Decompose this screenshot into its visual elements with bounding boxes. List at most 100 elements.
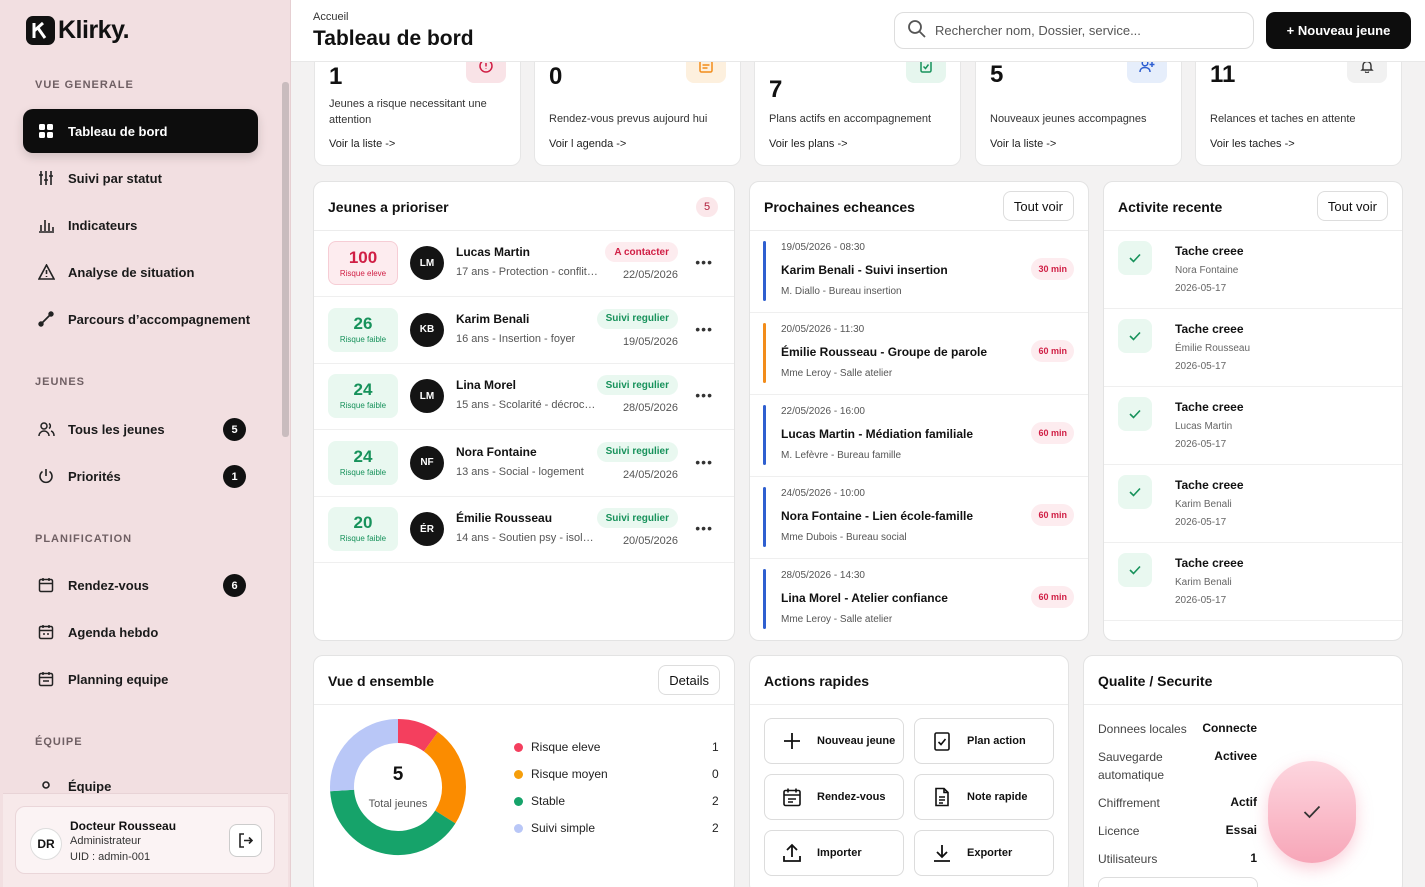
section-vue-generale: VUE GENERALE xyxy=(35,79,134,91)
activity-date: 2026-05-17 xyxy=(1175,283,1227,294)
sidebar-item-equipe[interactable]: Équipe xyxy=(23,766,258,796)
deadline-color-bar xyxy=(763,405,766,465)
more-options-icon[interactable]: ••• xyxy=(695,520,713,536)
activity-title: Tache creee xyxy=(1175,478,1244,492)
more-options-icon[interactable]: ••• xyxy=(695,320,713,337)
status-badge: Suivi regulier xyxy=(596,441,678,462)
note-rapide-button[interactable]: Note rapide xyxy=(914,774,1054,820)
tout-voir-button[interactable]: Tout voir xyxy=(1316,191,1388,221)
action-label: Note rapide xyxy=(967,791,1028,803)
jeune-info: 14 ans - Soutien psy - isolement xyxy=(456,532,598,544)
quality-label: Sauvegarde automatique xyxy=(1098,750,1165,782)
risk-score-value: 24 xyxy=(353,380,373,399)
status-badge: Suivi regulier xyxy=(596,508,678,528)
activity-row[interactable]: Tache creee Karim Benali 2026-05-17 xyxy=(1104,465,1402,543)
check-icon xyxy=(1118,319,1152,353)
exporter-button[interactable]: Exporter xyxy=(914,830,1054,876)
jeune-name[interactable]: Lucas Martin xyxy=(456,245,531,259)
search-placeholder: Rechercher nom, Dossier, service... xyxy=(935,23,1141,38)
sidebar-scrollbar[interactable] xyxy=(282,82,289,437)
priority-row[interactable]: 20 Risque faible ÉR Émilie Rousseau 14 a… xyxy=(314,497,734,563)
top-header: Accueil Tableau de bord Rechercher nom, … xyxy=(291,0,1425,62)
sidebar-item-planning-equipe[interactable]: Planning equipe xyxy=(23,657,258,701)
stat-link[interactable]: Voir la liste -> xyxy=(329,138,396,150)
check-icon xyxy=(1118,553,1152,587)
quality-label: Utilisateurs xyxy=(1098,852,1158,866)
risk-score: 24 Risque faible xyxy=(328,374,398,418)
search-input[interactable]: Rechercher nom, Dossier, service... xyxy=(894,12,1254,49)
stat-value: 7 xyxy=(769,76,783,103)
bar-chart-icon xyxy=(37,216,55,234)
more-options-icon[interactable]: ••• xyxy=(695,254,713,270)
user-card-inner: DR Docteur Rousseau Administrateur UID :… xyxy=(15,806,275,874)
deadline-color-bar xyxy=(763,323,766,383)
stat-link[interactable]: Voir la liste -> xyxy=(990,138,1057,150)
jeune-name[interactable]: Émilie Rousseau xyxy=(456,511,553,525)
stat-value: 11 xyxy=(1210,61,1236,88)
activity-row[interactable]: Tache creee Lucas Martin 2026-05-17 xyxy=(1104,387,1402,465)
rendez-vous-action-button[interactable]: Rendez-vous xyxy=(764,774,904,820)
priority-row[interactable]: 26 Risque faible KB Karim Benali 16 ans … xyxy=(314,298,734,364)
risk-score-label: Risque faible xyxy=(339,467,387,477)
more-options-icon[interactable]: ••• xyxy=(695,453,713,470)
activity-row[interactable]: Tache creee Nora Fontaine 2026-05-17 xyxy=(1104,231,1402,309)
tout-voir-button[interactable]: Tout voir xyxy=(1002,191,1074,221)
quality-label: Donnees locales xyxy=(1098,722,1187,736)
quick-actions-panel: Actions rapides Nouveau jeune Plan actio… xyxy=(749,655,1069,887)
stat-desc: Relances et taches en attente xyxy=(1210,113,1356,125)
logo[interactable]: Klirky. xyxy=(26,16,130,45)
quality-action-button[interactable] xyxy=(1098,877,1258,887)
sidebar-item-indicateurs[interactable]: Indicateurs xyxy=(23,203,258,247)
sidebar-item-tableau-de-bord[interactable]: Tableau de bord xyxy=(23,109,258,153)
new-jeune-button[interactable]: + Nouveau jeune xyxy=(1266,12,1411,49)
deadline-row[interactable]: 24/05/2026 - 10:00 Nora Fontaine - Lien … xyxy=(750,477,1088,559)
stat-link[interactable]: Voir les taches -> xyxy=(1210,138,1295,150)
priorities-panel: Jeunes a prioriser 5 100 Risque eleve LM… xyxy=(313,181,735,641)
sidebar-item-analyse[interactable]: Analyse de situation xyxy=(23,250,258,294)
nouveau-jeune-action-button[interactable]: Nouveau jeune xyxy=(764,718,904,764)
breadcrumb[interactable]: Accueil xyxy=(313,11,349,23)
sidebar-item-priorites[interactable]: Priorités 1 xyxy=(23,454,258,498)
sidebar-item-rendez-vous[interactable]: Rendez-vous 6 xyxy=(23,563,258,607)
stat-link[interactable]: Voir les plans -> xyxy=(769,138,848,150)
user-card: DR Docteur Rousseau Administrateur UID :… xyxy=(3,793,288,887)
status-badge: Suivi regulier xyxy=(596,375,678,395)
count-badge: 5 xyxy=(696,197,718,217)
donut-total-label: Total jeunes xyxy=(368,798,428,810)
sidebar-item-agenda-hebdo[interactable]: Agenda hebdo xyxy=(23,610,258,654)
sidebar-item-parcours[interactable]: Parcours d’accompagnement xyxy=(23,297,258,341)
sidebar-item-suivi-statut[interactable]: Suivi par statut xyxy=(23,156,258,200)
more-options-icon[interactable]: ••• xyxy=(695,387,713,403)
check-icon xyxy=(1303,805,1321,819)
legend-value: 2 xyxy=(712,821,719,835)
floating-check-button[interactable] xyxy=(1268,761,1356,863)
activity-row[interactable]: Tache creee Karim Benali 2026-05-17 xyxy=(1104,543,1402,621)
importer-button[interactable]: Importer xyxy=(764,830,904,876)
details-button[interactable]: Details xyxy=(658,665,720,695)
jeune-name[interactable]: Lina Morel xyxy=(456,378,517,392)
avatar: LM xyxy=(410,246,444,280)
priority-row[interactable]: 100 Risque eleve LM Lucas Martin 17 ans … xyxy=(314,231,734,297)
deadline-title: Émilie Rousseau - Groupe de parole xyxy=(781,345,988,359)
user-icon xyxy=(37,779,55,796)
stat-link[interactable]: Voir l agenda -> xyxy=(549,138,627,150)
section-equipe: ÉQUIPE xyxy=(35,736,83,748)
activity-row[interactable]: Tache creee Émilie Rousseau 2026-05-17 xyxy=(1104,309,1402,387)
power-icon xyxy=(37,467,55,485)
stat-desc: Plans actifs en accompagnement xyxy=(769,113,932,125)
sidebar-item-tous-les-jeunes[interactable]: Tous les jeunes 5 xyxy=(23,407,258,451)
jeune-name[interactable]: Karim Benali xyxy=(456,311,530,326)
priority-row[interactable]: 24 Risque faible NF Nora Fontaine 13 ans… xyxy=(314,431,734,497)
risk-score-value: 26 xyxy=(353,313,373,333)
plan-action-button[interactable]: Plan action xyxy=(914,718,1054,764)
logout-button[interactable] xyxy=(229,824,262,857)
sidebar-item-label: Priorités xyxy=(68,468,121,484)
deadline-row[interactable]: 19/05/2026 - 08:30 Karim Benali - Suivi … xyxy=(750,231,1088,313)
deadline-row[interactable]: 20/05/2026 - 11:30 Émilie Rousseau - Gro… xyxy=(750,313,1088,395)
deadline-color-bar xyxy=(763,569,766,629)
jeune-name[interactable]: Nora Fontaine xyxy=(456,444,537,459)
deadline-row[interactable]: 22/05/2026 - 16:00 Lucas Martin - Médiat… xyxy=(750,395,1088,477)
priority-row[interactable]: 24 Risque faible LM Lina Morel 15 ans - … xyxy=(314,364,734,430)
sidebar: Klirky. VUE GENERALE Tableau de bord Sui… xyxy=(0,0,291,887)
deadline-row[interactable]: 28/05/2026 - 14:30 Lina Morel - Atelier … xyxy=(750,559,1088,640)
